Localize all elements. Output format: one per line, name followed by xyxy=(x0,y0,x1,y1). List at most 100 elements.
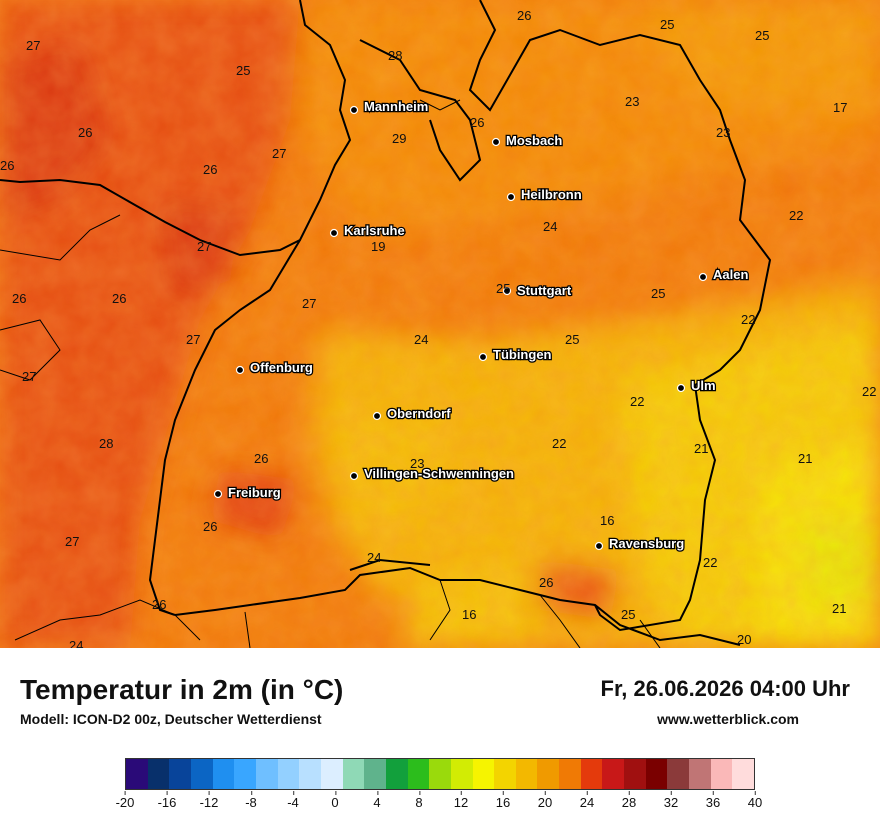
colorbar-swatch xyxy=(429,759,451,789)
city-label: Tübingen xyxy=(493,347,552,362)
temperature-label: 24 xyxy=(69,638,83,648)
forecast-datetime: Fr, 26.06.2026 04:00 Uhr xyxy=(600,676,851,701)
temperature-label: 23 xyxy=(716,125,730,140)
city-label: Ravensburg xyxy=(609,536,684,551)
colorbar-swatch xyxy=(559,759,581,789)
website-link[interactable]: www.wetterblick.com xyxy=(657,711,799,727)
city-label: Mosbach xyxy=(506,133,562,148)
city-label: Heilbronn xyxy=(521,187,582,202)
colorbar-swatch xyxy=(342,759,365,789)
colorbar-swatch xyxy=(515,759,538,789)
city-label: Oberndorf xyxy=(387,406,451,421)
temperature-label: 22 xyxy=(862,384,876,399)
temperature-labels: 26 25 27 28 29 26 25 23 17 23 26 27 26 2… xyxy=(0,8,876,648)
city-ulm[interactable]: Ulm xyxy=(676,377,717,394)
temperature-label: 26 xyxy=(78,125,92,140)
colorbar-swatch xyxy=(710,759,733,789)
colorbar-swatch xyxy=(624,759,646,789)
colorbar-swatch xyxy=(645,759,668,789)
map-canvas: Mannheim Mosbach Heilbronn Karlsruhe Stu… xyxy=(0,0,880,648)
city-mannheim[interactable]: Mannheim xyxy=(349,98,430,115)
colorbar-tick-label: -12 xyxy=(199,791,219,810)
temperature-label: 21 xyxy=(798,451,812,466)
temperature-label: 25 xyxy=(565,332,579,347)
temperature-label: 27 xyxy=(302,296,316,311)
colorbar-tick-label: -16 xyxy=(157,791,177,810)
temperature-label: 22 xyxy=(703,555,717,570)
colorbar-swatch xyxy=(364,759,386,789)
city-oberndorf[interactable]: Oberndorf xyxy=(372,405,453,422)
colorbar-swatch xyxy=(169,759,191,789)
city-tuebingen[interactable]: Tübingen xyxy=(478,346,553,363)
city-markers: Mannheim Mosbach Heilbronn Karlsruhe Stu… xyxy=(213,98,750,552)
temperature-label: 26 xyxy=(152,597,166,612)
state-borders xyxy=(0,0,772,648)
colorbar-tick-label: 40 xyxy=(747,791,763,810)
colorbar-swatch xyxy=(602,759,625,789)
city-label: Stuttgart xyxy=(517,283,572,298)
colorbar-swatch xyxy=(126,759,148,789)
temperature-label: 26 xyxy=(203,162,217,177)
colorbar-tick-label: -4 xyxy=(287,791,299,810)
temperature-label: 26 xyxy=(203,519,217,534)
temperature-label: 26 xyxy=(112,291,126,306)
city-freiburg[interactable]: Freiburg xyxy=(213,484,282,501)
colorbar-swatch xyxy=(277,759,300,789)
temperature-label: 25 xyxy=(236,63,250,78)
colorbar-tick-label: 16 xyxy=(495,791,511,810)
city-stuttgart[interactable]: Stuttgart xyxy=(502,282,573,299)
colorbar-tick-label: 12 xyxy=(453,791,469,810)
temperature-label: 25 xyxy=(660,17,674,32)
temperature-colorbar xyxy=(125,758,755,790)
city-mosbach[interactable]: Mosbach xyxy=(491,132,564,149)
temperature-map: Mannheim Mosbach Heilbronn Karlsruhe Stu… xyxy=(0,0,880,648)
colorbar-swatch xyxy=(732,759,755,789)
temperature-label: 24 xyxy=(414,332,428,347)
city-label: Freiburg xyxy=(228,485,281,500)
temperature-label: 26 xyxy=(470,115,484,130)
model-source: Modell: ICON-D2 00z, Deutscher Wetterdie… xyxy=(20,711,322,727)
colorbar-swatch xyxy=(689,759,711,789)
city-aalen[interactable]: Aalen xyxy=(698,266,750,283)
temperature-label: 27 xyxy=(272,146,286,161)
temperature-label: 22 xyxy=(741,312,755,327)
city-karlsruhe[interactable]: Karlsruhe xyxy=(329,222,406,239)
temperature-label: 24 xyxy=(367,550,381,565)
temperature-label: 20 xyxy=(737,632,751,647)
colorbar-tick-label: 28 xyxy=(621,791,637,810)
temperature-label: 23 xyxy=(625,94,639,109)
colorbar-swatch xyxy=(320,759,343,789)
city-offenburg[interactable]: Offenburg xyxy=(235,359,314,376)
temperature-label: 27 xyxy=(65,534,79,549)
colorbar-tick-label: 32 xyxy=(663,791,679,810)
city-label: Aalen xyxy=(713,267,748,282)
colorbar-tick-label: -20 xyxy=(115,791,135,810)
city-villingen-schwenningen[interactable]: Villingen-Schwenningen xyxy=(349,465,515,482)
temperature-label: 22 xyxy=(789,208,803,223)
temperature-label: 17 xyxy=(833,100,847,115)
colorbar-swatch xyxy=(190,759,213,789)
city-ravensburg[interactable]: Ravensburg xyxy=(594,535,685,552)
temperature-label: 22 xyxy=(552,436,566,451)
colorbar-swatch xyxy=(667,759,690,789)
colorbar-swatch xyxy=(450,759,473,789)
colorbar-swatch xyxy=(472,759,495,789)
colorbar-swatch xyxy=(385,759,408,789)
colorbar-tick-label: 0 xyxy=(331,791,339,810)
city-label: Mannheim xyxy=(364,99,428,114)
colorbar-swatch xyxy=(147,759,170,789)
colorbar-swatch xyxy=(407,759,430,789)
colorbar-swatch xyxy=(255,759,278,789)
colorbar-tick-label: 20 xyxy=(537,791,553,810)
temperature-label: 27 xyxy=(197,239,211,254)
city-heilbronn[interactable]: Heilbronn xyxy=(506,186,583,203)
temperature-label: 21 xyxy=(832,601,846,616)
temperature-label: 26 xyxy=(517,8,531,23)
map-footer: Temperatur in 2m (in °C) Modell: ICON-D2… xyxy=(0,648,880,830)
colorbar-swatch xyxy=(299,759,321,789)
colorbar-swatch xyxy=(537,759,560,789)
temperature-label: 29 xyxy=(392,131,406,146)
temperature-label: 27 xyxy=(186,332,200,347)
temperature-label: 28 xyxy=(99,436,113,451)
colorbar-tick-label: 24 xyxy=(579,791,595,810)
